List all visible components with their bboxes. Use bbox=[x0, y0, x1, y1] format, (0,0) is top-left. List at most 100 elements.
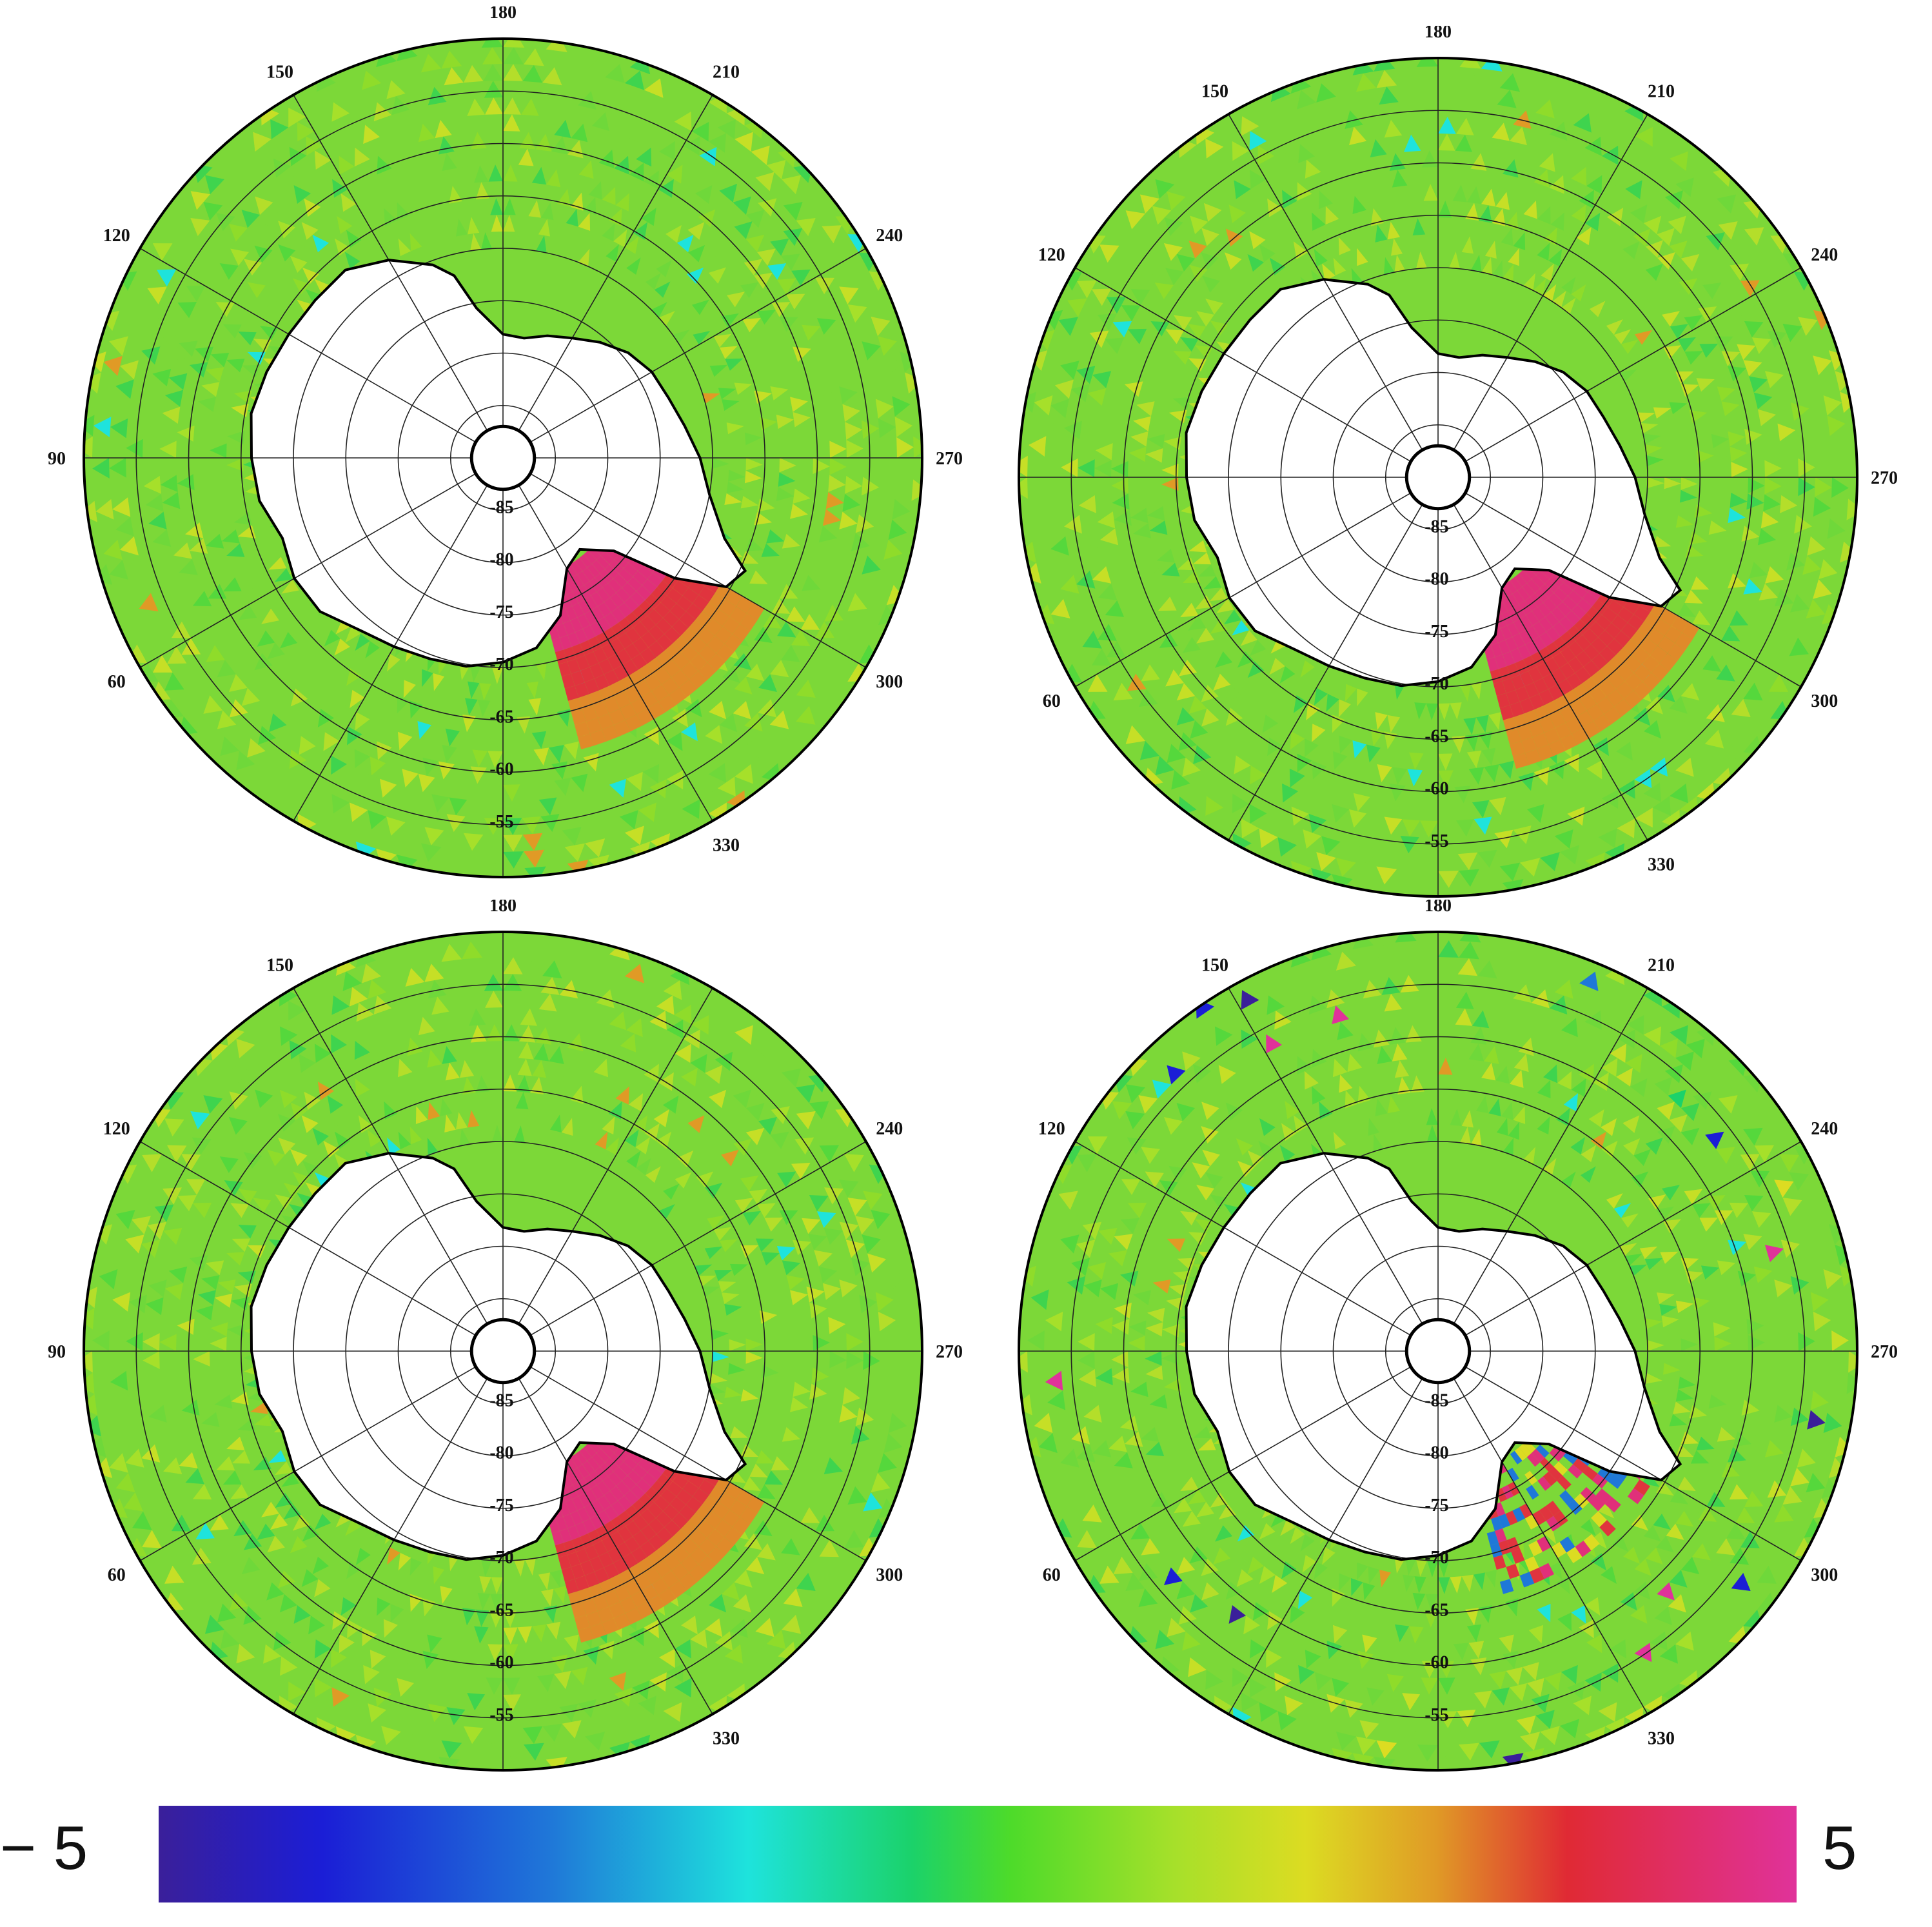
longitude-label: 120 bbox=[103, 1119, 130, 1139]
longitude-label: 60 bbox=[108, 1565, 126, 1585]
longitude-label: 240 bbox=[1811, 1119, 1838, 1139]
longitude-label: 330 bbox=[713, 1728, 740, 1748]
colorbar-max-label: 5 bbox=[1822, 1813, 1857, 1883]
meridian-line bbox=[1074, 489, 1416, 687]
meridian-line bbox=[515, 1373, 713, 1715]
meridian-line bbox=[293, 987, 491, 1329]
longitude-label: 210 bbox=[1648, 956, 1675, 976]
latitude-label: -65 bbox=[489, 1600, 513, 1620]
pole-circle bbox=[469, 424, 537, 491]
longitude-label: 270 bbox=[1871, 468, 1898, 488]
meridian-line bbox=[139, 1141, 481, 1339]
meridian-line bbox=[1228, 114, 1426, 455]
longitude-label: 300 bbox=[1811, 1565, 1838, 1585]
polar-map: -85 -80 -75 -70 -65 -60 -55 180 210 240 270 300 330 6… bbox=[1018, 26, 1898, 898]
longitude-label: 300 bbox=[1811, 691, 1838, 711]
graticule bbox=[1019, 58, 1857, 896]
latitude-label: -75 bbox=[489, 1496, 513, 1516]
longitude-label: 60 bbox=[108, 672, 126, 692]
longitude-label: 240 bbox=[876, 1119, 903, 1139]
map-rim bbox=[83, 37, 923, 878]
latitude-label: -75 bbox=[1424, 622, 1448, 642]
latitude-label: -80 bbox=[1424, 1443, 1448, 1463]
latitude-label: -55 bbox=[1424, 831, 1448, 851]
longitude-label: 90 bbox=[48, 1342, 66, 1362]
longitude-label: 270 bbox=[1871, 1342, 1898, 1362]
polar-map: -85 -80 -75 -70 -65 -60 -55 180 210 240 270 300 330 6… bbox=[1018, 900, 1898, 1772]
colorbar bbox=[159, 1806, 1797, 1902]
longitude-label: 210 bbox=[1648, 82, 1675, 102]
longitude-label: 120 bbox=[1038, 245, 1065, 265]
latitude-label: -60 bbox=[489, 1653, 513, 1673]
coastline bbox=[1185, 278, 1682, 687]
latitude-label: -55 bbox=[489, 1705, 513, 1725]
graticule bbox=[84, 932, 922, 1770]
meridian-line bbox=[1074, 267, 1416, 465]
meridian-line bbox=[515, 987, 713, 1329]
meridian-line bbox=[1074, 1363, 1416, 1561]
latitude-label: -70 bbox=[1424, 1548, 1448, 1568]
map-panel-bottom-right: -85 -80 -75 -70 -65 -60 -55 180 210 240 270 300 330 6… bbox=[974, 900, 1902, 1796]
meridian-line bbox=[525, 248, 867, 446]
latitude-label: -80 bbox=[1424, 569, 1448, 589]
longitude-label: 330 bbox=[713, 835, 740, 855]
latitude-label: -75 bbox=[1424, 1496, 1448, 1516]
longitude-label: 60 bbox=[1043, 691, 1061, 711]
longitude-label: 210 bbox=[713, 63, 740, 83]
meridian-line bbox=[1460, 1141, 1802, 1339]
latitude-label: -60 bbox=[489, 760, 513, 780]
map-rim bbox=[1018, 931, 1858, 1772]
map-rim bbox=[1018, 57, 1858, 898]
longitude-label: 330 bbox=[1648, 855, 1675, 875]
longitude-label: 300 bbox=[876, 672, 903, 692]
longitude-label: 120 bbox=[1038, 1119, 1065, 1139]
coastline bbox=[250, 1152, 747, 1561]
map-panel-top-right: -85 -80 -75 -70 -65 -60 -55 180 210 240 270 300 330 6… bbox=[974, 26, 1902, 922]
coastline bbox=[250, 259, 747, 668]
latitude-label: -85 bbox=[489, 497, 513, 517]
latitude-label: -65 bbox=[1424, 726, 1448, 746]
longitude-label: 240 bbox=[1811, 245, 1838, 265]
meridian-line bbox=[515, 94, 713, 436]
meridian-line bbox=[139, 1363, 481, 1561]
meridian-line bbox=[515, 480, 713, 822]
meridian-line bbox=[293, 94, 491, 436]
latitude-label: -70 bbox=[489, 1548, 513, 1568]
latitude-label: -55 bbox=[489, 812, 513, 832]
meridian-line bbox=[1074, 1141, 1416, 1339]
meridian-line bbox=[525, 1363, 867, 1561]
polar-map: -85 -80 -75 -70 -65 -60 -55 180 210 240 270 300 330 6… bbox=[48, 6, 963, 878]
latitude-label: -80 bbox=[489, 1443, 513, 1463]
ocean-texture bbox=[84, 39, 922, 877]
map-panel-bottom-left: -85 -80 -75 -70 -65 -60 -55 180 240 270 300 330 60 90… bbox=[39, 900, 967, 1796]
longitude-label: 180 bbox=[489, 6, 517, 23]
meridian-line bbox=[1450, 987, 1648, 1329]
meridian-line bbox=[1450, 114, 1648, 455]
pole-circle bbox=[469, 1318, 537, 1385]
graticule bbox=[1019, 932, 1857, 1770]
pole-circle bbox=[1405, 444, 1472, 511]
meridian-line bbox=[293, 1373, 491, 1715]
latitude-label: -55 bbox=[1424, 1705, 1448, 1725]
pole-circle bbox=[1405, 1318, 1472, 1385]
longitude-label: 180 bbox=[489, 900, 517, 916]
map-panel-top-left: -85 -80 -75 -70 -65 -60 -55 180 210 240 270 300 330 6… bbox=[39, 6, 967, 903]
latitude-label: -60 bbox=[1424, 1653, 1448, 1673]
meridian-line bbox=[525, 1141, 867, 1339]
longitude-label: 270 bbox=[936, 1342, 963, 1362]
map-rim bbox=[83, 931, 923, 1772]
meridian-line bbox=[1228, 499, 1426, 841]
longitude-label: 90 bbox=[48, 449, 66, 469]
longitude-label: 270 bbox=[936, 449, 963, 469]
latitude-label: -85 bbox=[489, 1390, 513, 1410]
longitude-label: 150 bbox=[266, 63, 293, 83]
longitude-label: 150 bbox=[1201, 956, 1228, 976]
meridian-line bbox=[1460, 489, 1802, 687]
meridian-line bbox=[1228, 1373, 1426, 1715]
meridian-line bbox=[1460, 267, 1802, 465]
latitude-label: -60 bbox=[1424, 779, 1448, 799]
latitude-label: -85 bbox=[1424, 1390, 1448, 1410]
latitude-label: -70 bbox=[489, 655, 513, 675]
anomaly-region bbox=[1470, 540, 1700, 769]
longitude-label: 300 bbox=[876, 1565, 903, 1585]
